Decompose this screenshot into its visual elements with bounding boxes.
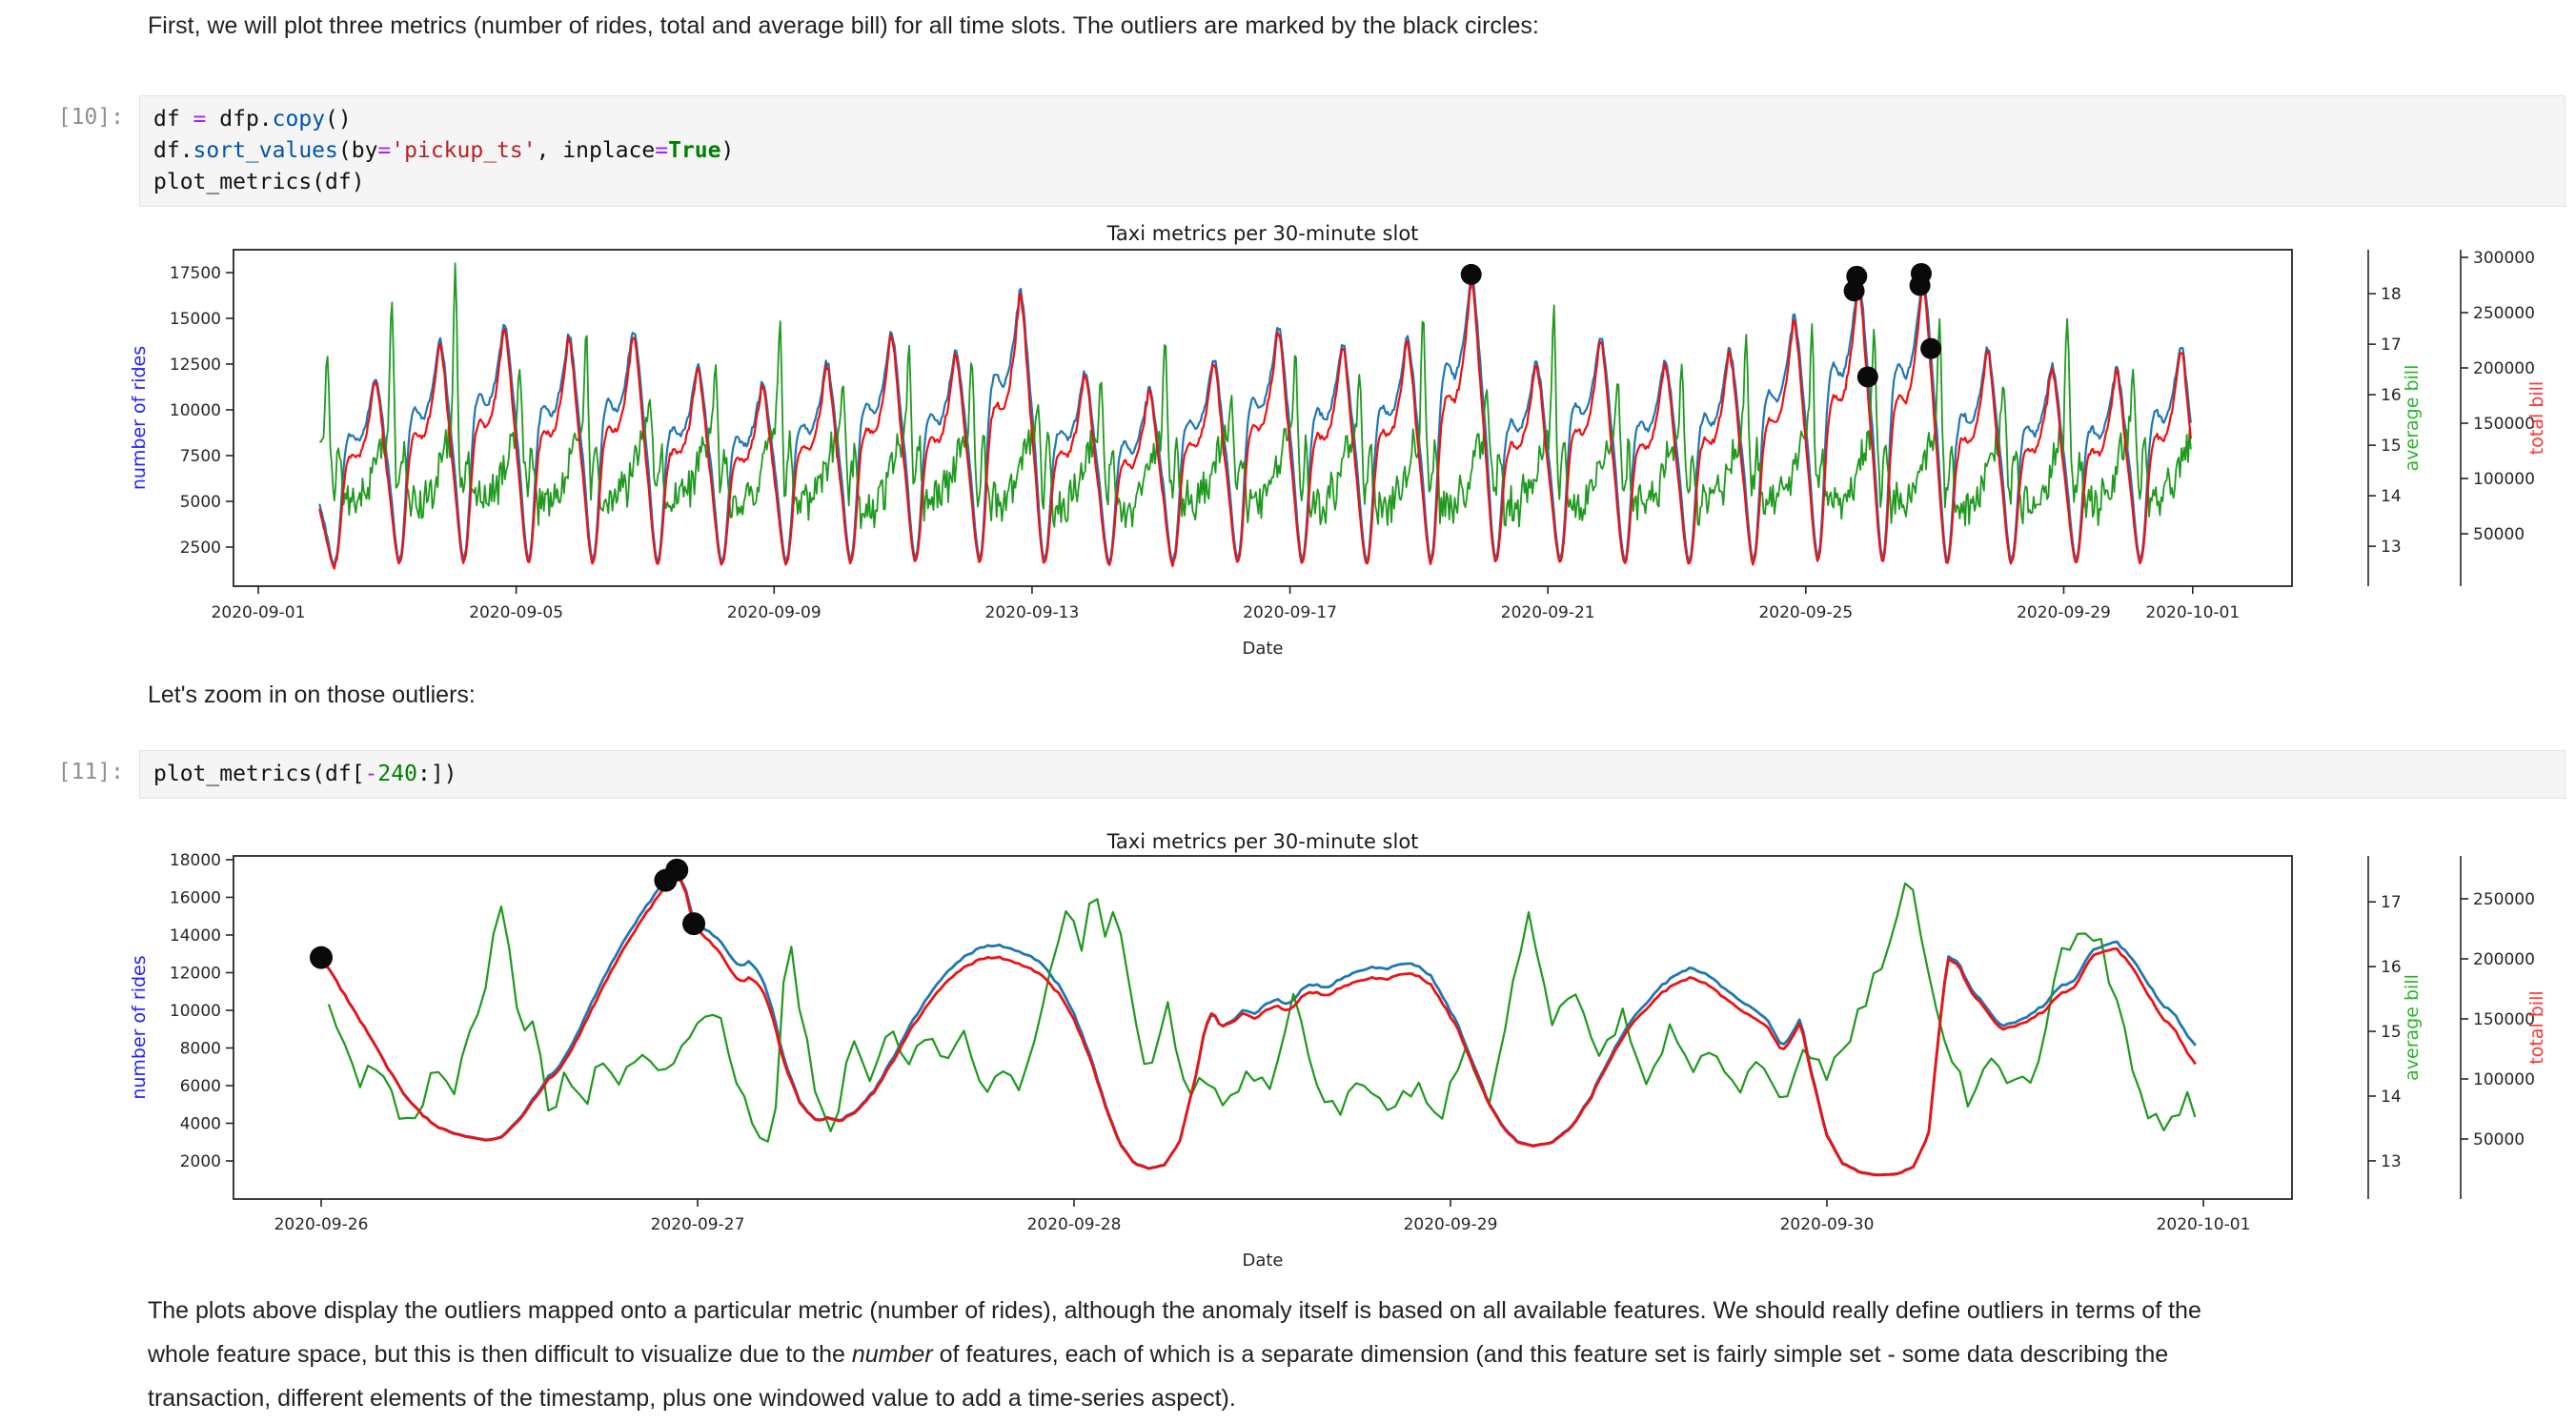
avg-axis-tick-label: 15 [2381, 1023, 2402, 1042]
series-number-of-rides [319, 869, 2197, 1176]
series-number-of-rides [318, 275, 2192, 568]
x-tick-label: 2020-09-17 [1243, 603, 1337, 622]
x-tick-label: 2020-09-30 [1780, 1215, 1875, 1234]
outlier-marker [1460, 263, 1482, 285]
x-tick-label: 2020-09-09 [727, 603, 821, 622]
y-tick-label: 4000 [180, 1114, 221, 1133]
x-axis-label: Date [1242, 1251, 1283, 1271]
y-tick-label: 2500 [180, 539, 221, 558]
y-tick-label: 6000 [180, 1077, 221, 1096]
avg-axis-tick-label: 13 [2381, 538, 2402, 557]
outlier-marker [1910, 262, 1932, 284]
avg-axis-tick-label: 18 [2381, 285, 2402, 304]
x-axis-label: Date [1242, 639, 1283, 659]
code-line: df.sort_values(by='pickup_ts', inplace=T… [153, 138, 735, 163]
y-tick-label: 12500 [170, 356, 221, 375]
outlier-marker [682, 912, 706, 936]
markdown-cell-zoom: Let's zoom in on those outliers: [148, 681, 476, 708]
x-tick-label: 2020-09-27 [651, 1215, 745, 1234]
series-average-bill [318, 262, 2192, 530]
total-axis-label: total bill [2526, 990, 2547, 1064]
outlier-marker [1856, 366, 1878, 388]
total-axis-tick-label: 300000 [2473, 249, 2535, 268]
code-cell-10: [10]: df = dfp.copy() df.sort_values(by='… [0, 95, 2576, 207]
x-tick-label: 2020-09-01 [212, 603, 306, 622]
total-axis-tick-label: 150000 [2473, 1010, 2535, 1029]
y-tick-label: 15000 [170, 310, 221, 329]
code-line: df = dfp.copy() [153, 107, 352, 132]
chart-figure-2: 2020-09-26 2020-09-27 2020-09-28 2020-09-29… [129, 830, 2547, 1271]
x-tick-label: 2020-09-25 [1758, 603, 1853, 622]
markdown-cell-intro: First, we will plot three metrics (numbe… [148, 12, 1539, 39]
total-axis-tick-label: 200000 [2473, 359, 2535, 378]
rides-axis-label: number of rides [129, 955, 150, 1099]
y-tick-label: 16000 [170, 888, 221, 907]
x-tick-label: 2020-10-01 [2157, 1215, 2251, 1234]
y-tick-label: 14000 [170, 926, 221, 946]
x-tick-label: 2020-09-26 [274, 1215, 369, 1234]
x-tick-label: 2020-09-13 [985, 603, 1080, 622]
total-axis-tick-label: 150000 [2473, 415, 2535, 434]
total-axis-label: total bill [2526, 381, 2547, 455]
cell-prompt: [11]: [57, 760, 124, 784]
outlier-marker [1920, 337, 1942, 359]
avg-axis-tick-label: 14 [2381, 1088, 2402, 1107]
avg-axis-label: average bill [2402, 974, 2423, 1081]
avg-axis-tick-label: 16 [2381, 386, 2402, 405]
series-average-bill [327, 882, 2197, 1143]
x-tick-label: 2020-09-29 [2017, 603, 2111, 622]
avg-axis-tick-label: 13 [2381, 1152, 2402, 1171]
x-tick-label: 2020-10-01 [2145, 603, 2240, 622]
plot-border [233, 249, 2293, 587]
y-tick-label: 10000 [170, 1002, 221, 1021]
x-tick-label: 2020-09-21 [1501, 603, 1595, 622]
outlier-marker [1846, 265, 1868, 287]
avg-axis-tick-label: 17 [2381, 893, 2402, 912]
total-axis-tick-label: 100000 [2473, 1070, 2535, 1089]
total-axis-tick-label: 250000 [2473, 890, 2535, 909]
avg-axis-tick-label: 17 [2381, 336, 2402, 355]
outlier-marker [665, 858, 689, 882]
paragraph-line: The plots above display the outliers map… [148, 1297, 2201, 1324]
y-tick-label: 12000 [170, 964, 221, 983]
code-line: plot_metrics(df[-240:]) [153, 762, 457, 786]
series-total-bill [318, 281, 2192, 570]
y-tick-label: 17500 [170, 264, 221, 283]
code-input[interactable]: df = dfp.copy() df.sort_values(by='pickup… [139, 95, 2566, 207]
total-axis-tick-label: 50000 [2473, 1130, 2525, 1149]
y-tick-label: 10000 [170, 401, 221, 420]
rides-axis-label: number of rides [129, 346, 150, 490]
total-axis-tick-label: 100000 [2473, 470, 2535, 489]
outlier-marker [310, 946, 333, 969]
chart-title: Taxi metrics per 30-minute slot [1106, 830, 1419, 853]
y-tick-label: 2000 [180, 1152, 221, 1171]
code-input[interactable]: plot_metrics(df[-240:]) [139, 750, 2566, 799]
total-axis-tick-label: 200000 [2473, 950, 2535, 969]
y-tick-label: 8000 [180, 1039, 221, 1058]
avg-axis-tick-label: 16 [2381, 958, 2402, 977]
code-cell-11: [11]: plot_metrics(df[-240:]) [0, 750, 2576, 799]
x-tick-label: 2020-09-05 [469, 603, 563, 622]
paragraph-line: whole feature space, but this is then di… [148, 1341, 2169, 1368]
x-tick-label: 2020-09-28 [1027, 1215, 1122, 1234]
markdown-cell-discussion: The plots above display the outliers map… [148, 1289, 2511, 1420]
x-tick-label: 2020-09-29 [1404, 1215, 1498, 1234]
total-axis-tick-label: 50000 [2473, 525, 2525, 544]
y-tick-label: 5000 [180, 493, 221, 512]
paragraph-line: transaction, different elements of the t… [148, 1385, 1236, 1412]
chart-figure-1: 2020-09-01 2020-09-05 2020-09-09 2020-09-13… [129, 222, 2547, 659]
total-axis-tick-label: 250000 [2473, 304, 2535, 323]
avg-axis-label: average bill [2402, 365, 2423, 472]
y-tick-label: 18000 [170, 851, 221, 870]
y-tick-label: 7500 [180, 447, 221, 466]
chart-title: Taxi metrics per 30-minute slot [1106, 222, 1419, 245]
series-total-bill [319, 871, 2197, 1177]
code-line: plot_metrics(df) [153, 170, 365, 194]
avg-axis-tick-label: 15 [2381, 437, 2402, 456]
avg-axis-tick-label: 14 [2381, 487, 2402, 506]
cell-prompt: [10]: [57, 105, 124, 130]
plot-border [233, 855, 2293, 1200]
